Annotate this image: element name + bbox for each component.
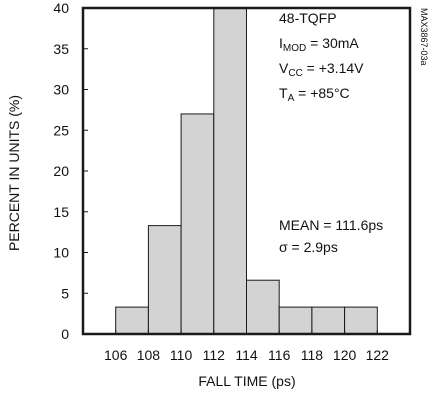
histogram-bar-106-108	[115, 306, 149, 335]
x-tick-label: 108	[137, 347, 161, 363]
conditions-annotation: 48-TQFP IMOD = 30mA VCC = +3.14V TA = +8…	[279, 10, 364, 104]
histogram-bar-108-110	[147, 225, 182, 335]
y-tick-label: 25	[53, 122, 69, 138]
figure-code: MAX3867-03a	[419, 8, 429, 66]
histogram-bar-112-114	[213, 7, 248, 335]
x-tick-label: 106	[104, 347, 128, 363]
histogram-bar-110-112	[180, 113, 215, 335]
y-tick-label: 20	[53, 163, 69, 179]
y-axis-title: PERCENT IN UNITS (%)	[6, 95, 22, 251]
mean-label: MEAN = 111.6ps	[279, 217, 383, 233]
histogram-bar-114-116	[246, 279, 280, 335]
y-tick-label: 10	[53, 245, 69, 261]
histogram-bar-118-120	[311, 306, 346, 335]
y-tick-label: 5	[61, 285, 69, 301]
x-tick-label: 116	[268, 347, 291, 363]
y-tick-label: 30	[53, 82, 69, 98]
vcc-condition: VCC = +3.14V	[279, 60, 364, 79]
y-tick-label: 15	[53, 204, 69, 220]
y-tick-label: 40	[53, 0, 69, 16]
x-axis-ticks: 106 108 110 112 114 116 118 120 122	[104, 330, 389, 363]
histogram-bar-116-118	[278, 306, 313, 335]
sigma-label: σ = 2.9ps	[279, 239, 338, 255]
x-tick-label: 112	[203, 347, 226, 363]
plot-frame	[81, 6, 412, 336]
x-tick-label: 114	[235, 347, 258, 363]
x-tick-label: 122	[366, 347, 390, 363]
package-label: 48-TQFP	[279, 10, 337, 26]
x-tick-label: 120	[333, 347, 357, 363]
histogram-bar-120-122	[344, 306, 378, 335]
y-tick-label: 0	[61, 326, 69, 342]
imod-condition: IMOD = 30mA	[279, 35, 359, 54]
bars-group	[115, 7, 378, 335]
ta-condition: TA = +85°C	[279, 85, 350, 104]
y-tick-label: 35	[53, 41, 69, 57]
x-tick-label: 118	[301, 347, 324, 363]
stats-annotation: MEAN = 111.6ps σ = 2.9ps	[279, 217, 383, 255]
x-tick-label: 110	[170, 347, 193, 363]
x-axis-title: FALL TIME (ps)	[198, 373, 295, 389]
